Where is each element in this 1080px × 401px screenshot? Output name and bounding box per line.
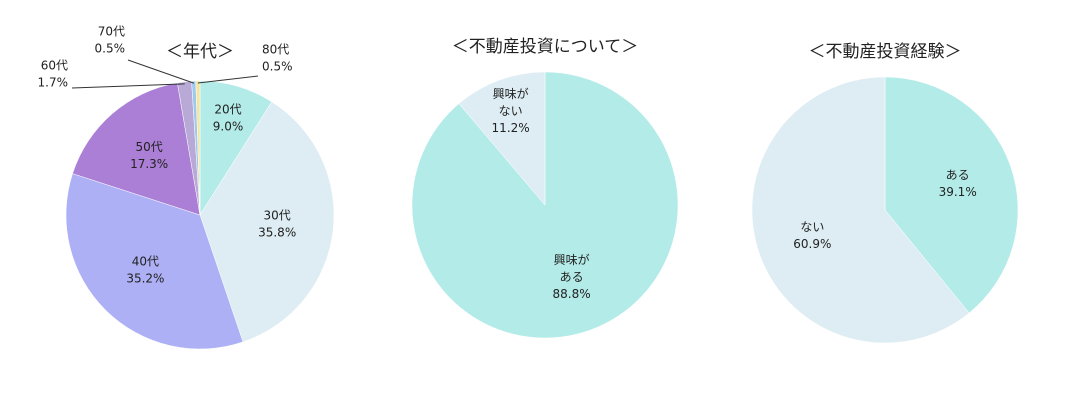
- data-label: 0.5%: [95, 42, 126, 56]
- data-label: 11.2%: [492, 121, 530, 135]
- data-label: 35.8%: [258, 225, 296, 239]
- pie-slice: [72, 82, 201, 216]
- data-label: 60代: [41, 59, 68, 73]
- data-label: 興味が: [493, 86, 529, 101]
- pie-slice: [884, 76, 1019, 314]
- data-label: 17.3%: [130, 157, 168, 171]
- data-label: ある: [560, 270, 584, 284]
- pie-slice: [199, 101, 335, 343]
- pie-slice: [458, 71, 546, 206]
- data-label: 80代: [262, 43, 289, 57]
- leader-line: [127, 59, 194, 84]
- chart-title: ＜不動産投資について＞: [452, 37, 639, 57]
- data-label: 20代: [214, 102, 241, 116]
- pie-slice: [195, 80, 201, 216]
- data-label: 40代: [132, 254, 159, 268]
- data-label: ある: [946, 168, 970, 182]
- data-label: ない: [499, 104, 523, 118]
- pie-slice: [751, 76, 970, 344]
- data-label: 30代: [264, 208, 291, 222]
- pie-chart: ＜年代＞ 20代 9.0% 30代 35.8% 40代 35.2% 50代 17.3% 60代 1.…: [38, 25, 335, 350]
- pie-chart: ＜不動産投資経験＞ ある 39.1% ない 60.9%: [751, 42, 1019, 344]
- data-label: 70代: [98, 25, 125, 39]
- data-label: 88.8%: [553, 287, 591, 301]
- data-label: 39.1%: [939, 185, 977, 199]
- chart-title: ＜不動産投資経験＞: [809, 42, 962, 62]
- data-label: ない: [800, 220, 824, 234]
- data-label: 50代: [136, 140, 163, 154]
- pie-slice: [65, 173, 244, 350]
- data-label: 60.9%: [793, 237, 831, 251]
- data-label: 興味が: [554, 252, 590, 267]
- data-label: 0.5%: [262, 60, 293, 74]
- leader-line: [197, 75, 259, 84]
- leader-line: [71, 83, 185, 89]
- chart-title: ＜年代＞: [166, 42, 234, 62]
- data-label: 9.0%: [213, 119, 244, 133]
- data-label: 35.2%: [126, 271, 164, 285]
- data-label: 1.7%: [38, 76, 69, 90]
